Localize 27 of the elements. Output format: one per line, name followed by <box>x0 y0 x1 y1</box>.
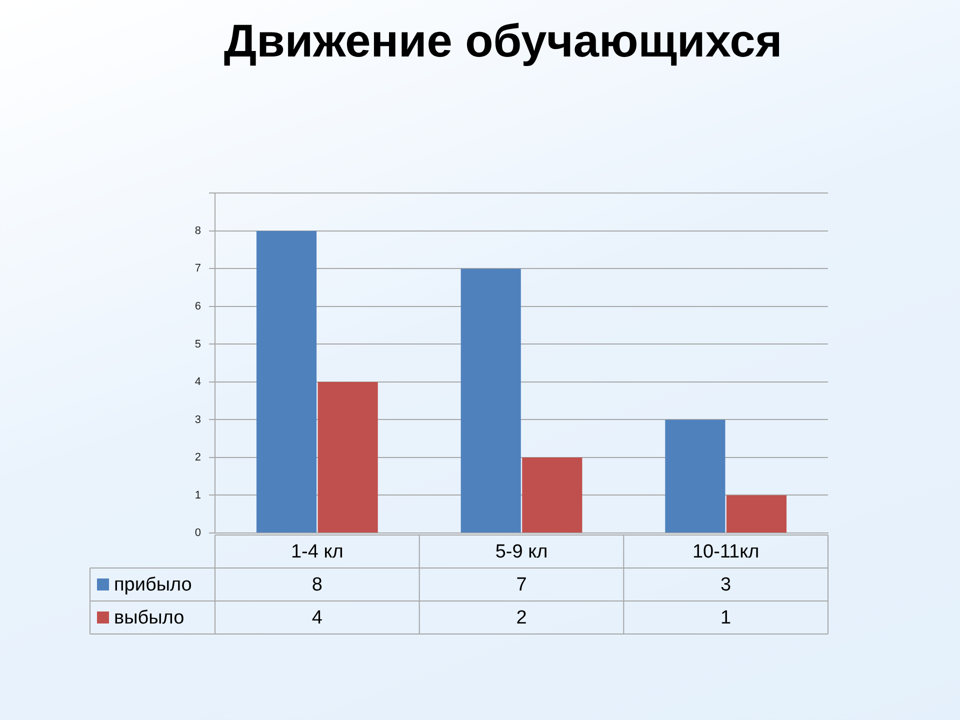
data-label: 4 <box>312 608 323 629</box>
chart-title: Движение обучающихся <box>224 14 782 66</box>
x-tick-label: 5-9 кл <box>495 542 548 563</box>
legend-label: прибыло <box>114 574 192 596</box>
data-label: 1 <box>720 608 732 629</box>
x-tick-label: 10-11кл <box>692 542 760 563</box>
bar <box>522 457 582 532</box>
data-label: 8 <box>312 574 322 596</box>
data-label: 3 <box>720 574 732 596</box>
bar <box>726 495 787 532</box>
y-tick-label: 5 <box>194 338 201 350</box>
bar <box>460 268 521 532</box>
y-tick-label: 6 <box>194 300 201 312</box>
x-tick-label: 1-4 кл <box>290 542 344 563</box>
y-tick-label: 2 <box>194 452 201 464</box>
y-tick-label: 4 <box>194 376 201 388</box>
y-tick-label: 8 <box>194 224 201 237</box>
y-tick-label: 3 <box>194 414 201 426</box>
bar <box>665 420 726 532</box>
bar <box>256 230 317 532</box>
y-tick-label: 0 <box>194 527 201 540</box>
bar <box>318 382 378 532</box>
y-tick-label: 1 <box>194 489 201 502</box>
data-label: 2 <box>516 608 527 629</box>
data-label: 7 <box>516 574 527 596</box>
y-tick-label: 7 <box>194 262 201 275</box>
legend-label: выбыло <box>114 608 184 629</box>
